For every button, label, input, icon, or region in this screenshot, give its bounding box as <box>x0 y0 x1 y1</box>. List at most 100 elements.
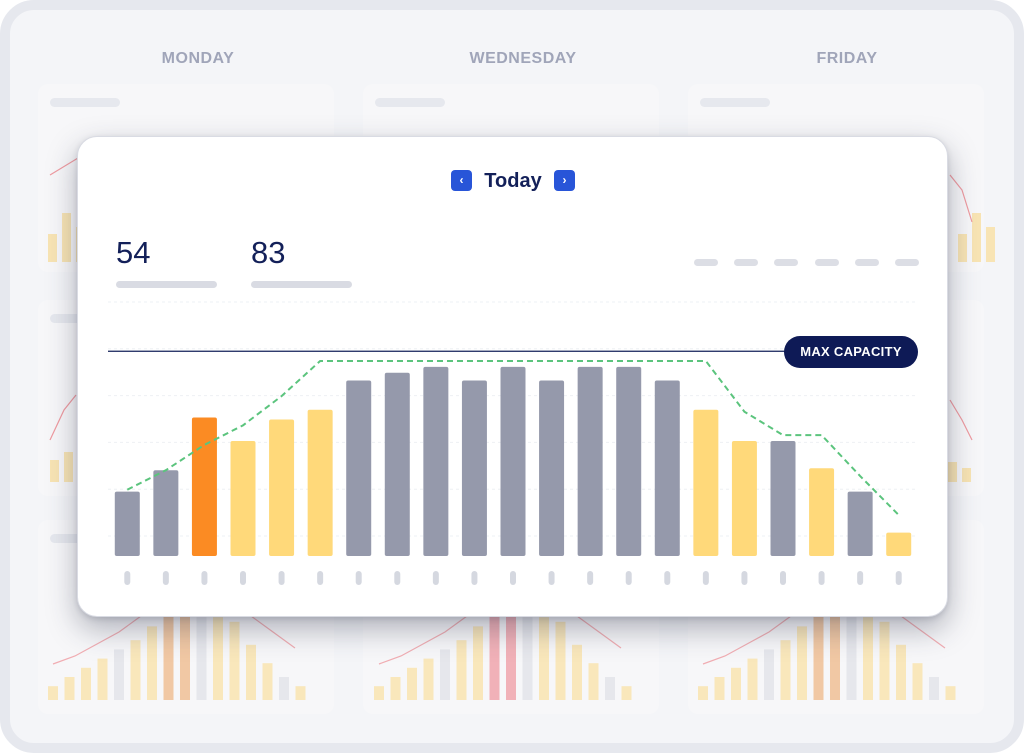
background-mini-mark <box>81 667 91 700</box>
background-mini-mark <box>130 640 141 700</box>
background-mini-mark <box>747 658 758 700</box>
chart-bar <box>847 491 873 556</box>
background-mini-mark <box>48 234 57 262</box>
x-tick <box>162 571 169 585</box>
x-tick <box>664 571 671 585</box>
chart-bar <box>346 380 372 556</box>
chart-bar <box>230 440 256 556</box>
x-tick <box>355 571 362 585</box>
x-tick <box>857 571 864 585</box>
background-mini-mark <box>896 644 906 700</box>
chart-bar <box>307 409 333 556</box>
x-tick <box>780 571 786 585</box>
chart-bar <box>114 491 140 556</box>
legend-placeholder <box>734 259 758 266</box>
background-mini-mark <box>588 663 599 700</box>
prev-day-button[interactable]: ‹ <box>451 170 472 191</box>
x-tick <box>471 571 478 585</box>
x-tick <box>240 571 246 585</box>
background-mini-mark <box>572 644 582 700</box>
background-mini-mark <box>863 617 873 700</box>
background-mini-mark <box>147 626 157 700</box>
x-tick <box>895 571 902 585</box>
x-tick <box>702 571 709 585</box>
background-mini-mark <box>163 612 174 700</box>
background-mini-mark <box>489 612 500 700</box>
x-tick <box>625 571 632 585</box>
legend-placeholder <box>855 259 879 266</box>
background-mini-mark <box>62 213 71 262</box>
background-mini-mark <box>764 649 774 700</box>
x-tick <box>124 571 131 585</box>
background-mini-mark <box>64 677 75 700</box>
x-tick <box>510 571 516 585</box>
chevron-left-icon: ‹ <box>459 173 464 187</box>
background-mini-mark <box>714 677 725 700</box>
chart-bar <box>423 366 449 556</box>
background-mini-mark <box>879 621 890 700</box>
chart-bar <box>153 470 179 556</box>
chart-bar <box>384 372 410 556</box>
background-mini-mark <box>506 612 516 700</box>
background-mini-mark <box>949 174 973 223</box>
day-navigator: ‹ Today › <box>78 170 947 194</box>
background-mini-mark <box>213 617 223 700</box>
background-mini-mark <box>945 686 956 700</box>
chart-bar <box>770 440 796 556</box>
chart-bar <box>809 468 835 556</box>
day-label-wednesday: WEDNESDAY <box>469 50 577 67</box>
chart-bar <box>731 440 757 556</box>
background-mini-mark <box>50 460 59 482</box>
background-mini-mark <box>522 617 533 700</box>
background-mini-mark <box>279 677 289 700</box>
background-mini-mark <box>780 640 791 700</box>
x-tick <box>394 571 401 585</box>
day-label-monday: MONDAY <box>161 50 235 67</box>
today-chart-card: ‹ Today › 54 83 MAX CAPACITY <box>77 136 948 617</box>
background-mini-mark <box>929 677 939 700</box>
legend-placeholder <box>774 259 798 266</box>
stat-value-2: 83 <box>251 235 286 270</box>
legend-placeholder <box>895 259 919 266</box>
background-mini-mark <box>440 649 450 700</box>
background-mini-mark <box>972 213 981 262</box>
background-mini-mark <box>473 626 483 700</box>
x-tick <box>818 571 825 585</box>
background-mini-mark <box>114 649 124 700</box>
hourly-bar-chart <box>108 301 918 585</box>
background-mini-mark <box>246 644 256 700</box>
day-label-friday: FRIDAY <box>816 50 878 67</box>
x-tick <box>278 571 285 585</box>
legend-placeholder <box>815 259 839 266</box>
next-day-button[interactable]: › <box>554 170 575 191</box>
background-mini-mark <box>948 462 957 482</box>
background-mini-mark <box>180 612 190 700</box>
x-tick <box>317 571 324 585</box>
background-mini-mark <box>621 686 632 700</box>
background-mini-mark <box>958 234 967 262</box>
background-mini-mark <box>390 677 401 700</box>
background-mini-mark <box>423 658 434 700</box>
stat-label-placeholder-1 <box>116 281 217 288</box>
background-mini-mark <box>539 617 549 700</box>
chevron-right-icon: › <box>562 173 567 187</box>
chart-bar <box>577 366 603 556</box>
background-mini-mark <box>456 640 467 700</box>
background-mini-mark <box>64 452 73 482</box>
background-mini-mark <box>949 399 973 441</box>
legend-placeholder <box>694 259 718 266</box>
background-mini-mark <box>846 617 857 700</box>
x-tick <box>741 571 748 585</box>
chart-bar <box>191 417 217 556</box>
chart-bar <box>616 366 642 556</box>
background-mini-mark <box>555 621 566 700</box>
chart-bar <box>461 380 487 556</box>
background-mini-mark <box>698 686 708 700</box>
x-tick <box>432 571 439 585</box>
background-mini-mark <box>986 227 995 262</box>
background-mini-mark <box>731 667 741 700</box>
background-mini-mark <box>196 617 207 700</box>
background-mini-mark <box>374 686 384 700</box>
background-mini-mark <box>605 677 615 700</box>
